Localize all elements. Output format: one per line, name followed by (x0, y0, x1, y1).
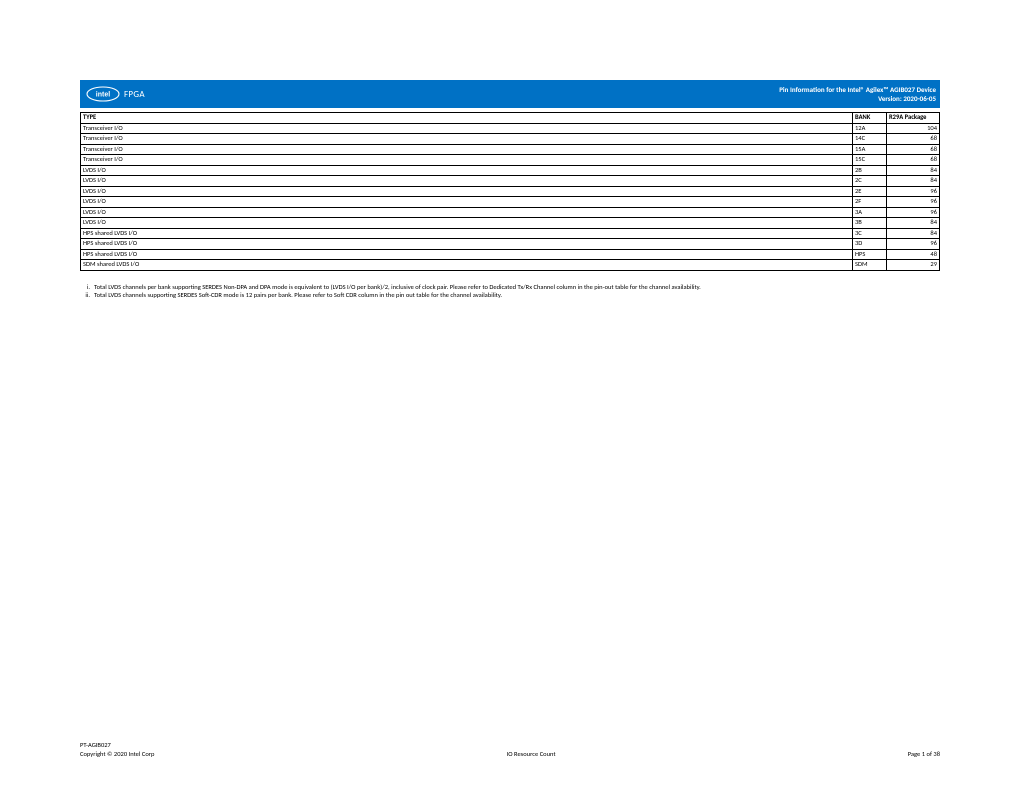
logo-brand-text: intel (96, 92, 110, 99)
col-header-package: R29A Package (887, 113, 940, 124)
cell-pkg: 96 (887, 197, 940, 208)
table-row: HPS shared LVDS I/O3D96 (81, 239, 940, 250)
cell-type: LVDS I/O (81, 176, 853, 187)
table-row: HPS shared LVDS I/O3C84 (81, 228, 940, 239)
cell-type: Transceiver I/O (81, 123, 853, 134)
table-row: SDM shared LVDS I/OSDM29 (81, 260, 940, 271)
cell-bank: HPS (853, 249, 887, 260)
cell-bank: SDM (853, 260, 887, 271)
table-body: Transceiver I/O12A104 Transceiver I/O14C… (81, 123, 940, 270)
doc-version: Version: 2020-06-05 (779, 94, 936, 103)
cell-bank: 15A (853, 144, 887, 155)
footnote: ii. Total LVDS channels supporting SERDE… (80, 291, 940, 300)
footer-copyright: Copyright © 2020 Intel Corp (80, 750, 154, 758)
footer-left: PT-AGIB027 Copyright © 2020 Intel Corp (80, 741, 154, 758)
cell-pkg: 84 (887, 218, 940, 229)
col-header-bank: BANK (853, 113, 887, 124)
doc-title: Pin Information for the Intel® Agilex™ A… (779, 85, 936, 94)
cell-bank: 14C (853, 134, 887, 145)
cell-pkg: 68 (887, 144, 940, 155)
cell-bank: 2F (853, 197, 887, 208)
cell-bank: 3B (853, 218, 887, 229)
table-row: Transceiver I/O15C68 (81, 155, 940, 166)
cell-bank: 15C (853, 155, 887, 166)
cell-bank: 3A (853, 207, 887, 218)
cell-pkg: 68 (887, 134, 940, 145)
footnote-marker: ii. (80, 291, 94, 300)
table-header-row: TYPE BANK R29A Package (81, 113, 940, 124)
cell-type: Transceiver I/O (81, 155, 853, 166)
table-row: LVDS I/O2B84 (81, 165, 940, 176)
table-row: LVDS I/O3B84 (81, 218, 940, 229)
io-resource-table: TYPE BANK R29A Package Transceiver I/O12… (80, 112, 940, 271)
cell-bank: 3D (853, 239, 887, 250)
cell-type: Transceiver I/O (81, 144, 853, 155)
cell-pkg: 84 (887, 228, 940, 239)
footer-center: IO Resource Count (507, 750, 556, 758)
table-row: LVDS I/O2F96 (81, 197, 940, 208)
footnote-text: Total LVDS channels per bank supporting … (94, 283, 701, 292)
cell-type: SDM shared LVDS I/O (81, 260, 853, 271)
table-row: Transceiver I/O15A68 (81, 144, 940, 155)
cell-type: LVDS I/O (81, 197, 853, 208)
table-row: LVDS I/O2E96 (81, 186, 940, 197)
cell-type: HPS shared LVDS I/O (81, 249, 853, 260)
table-row: Transceiver I/O12A104 (81, 123, 940, 134)
cell-type: HPS shared LVDS I/O (81, 239, 853, 250)
col-header-type: TYPE (81, 113, 853, 124)
cell-type: Transceiver I/O (81, 134, 853, 145)
table-row: LVDS I/O3A96 (81, 207, 940, 218)
cell-type: LVDS I/O (81, 165, 853, 176)
cell-bank: 2C (853, 176, 887, 187)
cell-pkg: 29 (887, 260, 940, 271)
table-row: Transceiver I/O14C68 (81, 134, 940, 145)
intel-logo-icon: intel (86, 86, 120, 102)
footer-product: PT-AGIB027 (80, 741, 154, 749)
cell-pkg: 48 (887, 249, 940, 260)
cell-pkg: 96 (887, 239, 940, 250)
page-footer: PT-AGIB027 Copyright © 2020 Intel Corp I… (80, 741, 940, 758)
footnotes: i. Total LVDS channels per bank supporti… (80, 283, 940, 301)
footnote-marker: i. (80, 283, 94, 292)
table-row: HPS shared LVDS I/OHPS48 (81, 249, 940, 260)
footnote-text: Total LVDS channels supporting SERDES So… (94, 291, 502, 300)
cell-pkg: 84 (887, 165, 940, 176)
title-block: Pin Information for the Intel® Agilex™ A… (779, 85, 936, 103)
cell-pkg: 68 (887, 155, 940, 166)
logo-block: intel FPGA (86, 86, 145, 102)
footer-page: Page 1 of 38 (908, 750, 940, 758)
cell-type: HPS shared LVDS I/O (81, 228, 853, 239)
doc-header: intel FPGA Pin Information for the Intel… (80, 80, 940, 108)
cell-bank: 2B (853, 165, 887, 176)
footnote: i. Total LVDS channels per bank supporti… (80, 283, 940, 292)
cell-type: LVDS I/O (81, 186, 853, 197)
table-row: LVDS I/O2C84 (81, 176, 940, 187)
cell-pkg: 84 (887, 176, 940, 187)
cell-pkg: 96 (887, 186, 940, 197)
cell-bank: 3C (853, 228, 887, 239)
cell-pkg: 104 (887, 123, 940, 134)
page: intel FPGA Pin Information for the Intel… (0, 0, 1020, 788)
cell-bank: 12A (853, 123, 887, 134)
cell-pkg: 96 (887, 207, 940, 218)
cell-type: LVDS I/O (81, 218, 853, 229)
logo-suffix: FPGA (124, 89, 145, 100)
cell-type: LVDS I/O (81, 207, 853, 218)
cell-bank: 2E (853, 186, 887, 197)
